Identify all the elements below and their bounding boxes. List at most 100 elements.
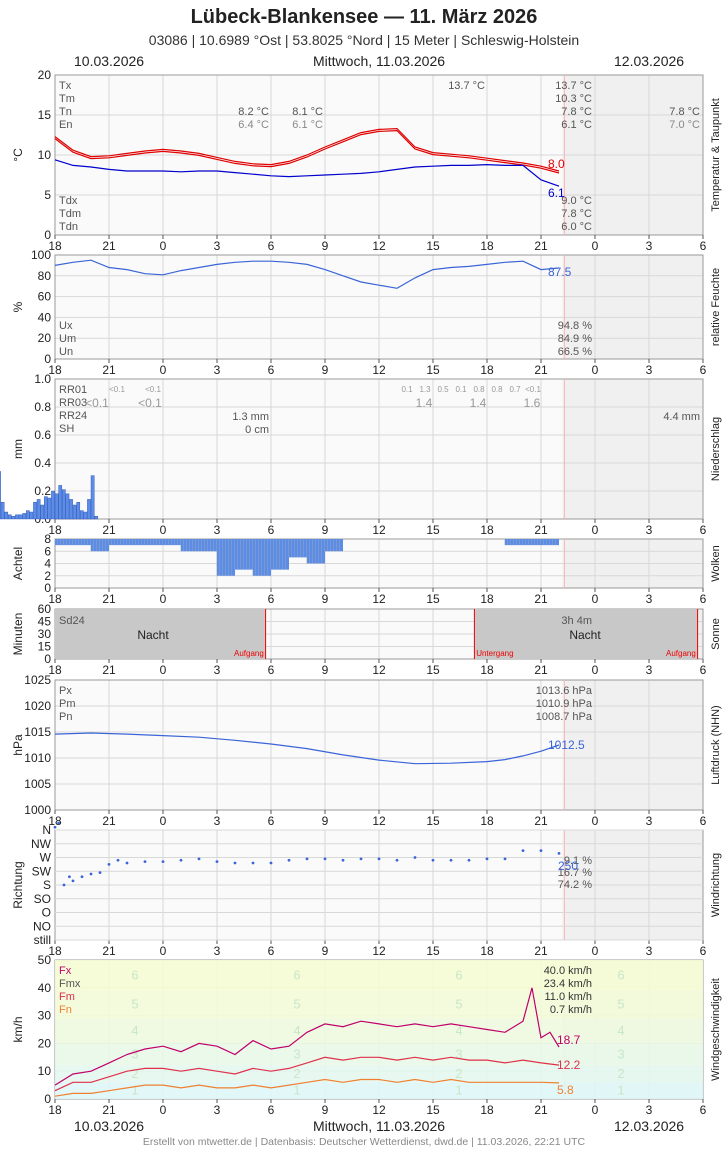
cloud-bar <box>136 539 139 546</box>
dir-stat-value: 74.2 % <box>558 879 592 891</box>
cloud-bar <box>304 539 307 558</box>
cloud-ytick: 2 <box>44 569 51 583</box>
cloud-bar <box>118 539 121 546</box>
cloud-bar <box>97 539 100 552</box>
cloud-bar <box>322 539 325 564</box>
cloud-bar <box>286 539 289 570</box>
cloud-bar <box>508 539 511 546</box>
dir-stat-value: 9.1 % <box>564 855 592 867</box>
dir-point <box>62 883 66 887</box>
cloud-bar <box>61 539 64 546</box>
cloud-bar <box>115 539 118 546</box>
rain-bar <box>94 516 99 520</box>
cloud-bar <box>172 539 175 546</box>
hum-ytick: 60 <box>38 290 52 304</box>
hum-xtick: 3 <box>646 363 653 377</box>
dir-point <box>179 858 183 862</box>
dir-stat-value: 16.7 % <box>558 867 592 879</box>
wind-beaufort-band <box>55 1043 703 1066</box>
dew-stat-label: Tdx <box>59 195 78 207</box>
humidity-line <box>54 259 560 289</box>
dir-point <box>287 858 291 862</box>
hum-ytick: 80 <box>38 269 52 283</box>
temp-xtick: 0 <box>592 239 599 253</box>
rain-rr03-value: 1.4 <box>470 396 487 410</box>
date-left: 10.03.2026 <box>74 53 145 69</box>
cloud-bar <box>79 539 82 546</box>
rain-stat-label: RR03 <box>59 397 87 409</box>
cloud-bar <box>139 539 142 546</box>
cloud-bar <box>325 539 328 552</box>
sun-xtick: 6 <box>268 663 275 677</box>
sun-ylabel: Minuten <box>11 613 25 656</box>
cloud-bar <box>244 539 247 570</box>
sun-sd24-value: 3h 4m <box>561 615 592 627</box>
hum-xtick: 9 <box>322 363 329 377</box>
rain-ylabel: mm <box>11 439 25 459</box>
wind-ytick: 50 <box>38 953 52 967</box>
hum-stat-label: Ux <box>59 320 73 332</box>
rain-bar <box>7 514 12 520</box>
cloud-bar <box>550 539 553 546</box>
cloud-bar <box>109 539 112 546</box>
cloud-bar <box>76 539 79 546</box>
cloud-bar <box>529 539 532 546</box>
rain-bar <box>83 511 88 520</box>
temp-stat-label: Tx <box>59 80 72 92</box>
temp-xtick: 12 <box>372 239 386 253</box>
cloud-bar <box>262 539 265 576</box>
rain-xtick: 3 <box>646 523 653 537</box>
temp-stat-label: En <box>59 119 72 131</box>
rain-rr24-next: 4.4 mm <box>663 411 700 423</box>
dir-point <box>68 875 71 879</box>
cloud-bar <box>103 539 106 552</box>
hum-stat-value: 94.8 % <box>558 320 592 332</box>
rain-bar <box>0 502 5 520</box>
press-xtick: 3 <box>646 814 653 828</box>
cloud-bar <box>208 539 211 552</box>
hum-rlabel: relative Feuchte <box>710 268 722 346</box>
wind-xtick: 6 <box>700 1103 707 1117</box>
wind-last-fn: 5.8 <box>557 1083 574 1097</box>
rain-ytick: 1.0 <box>34 372 51 386</box>
press-xtick: 0 <box>160 814 167 828</box>
wind-rlabel: Windgeschwindigkeit <box>710 978 722 1081</box>
sun-sunrise-label: Aufgang <box>234 649 264 658</box>
rain-xtick: 15 <box>426 523 440 537</box>
cloud-bar <box>178 539 181 546</box>
cloud-bar <box>238 539 241 570</box>
cloud-xtick: 9 <box>322 592 329 606</box>
cloud-bar <box>145 539 148 546</box>
rain-rr03-value: <0.1 <box>138 396 162 410</box>
sun-sunset-label: Untergang <box>476 649 513 658</box>
rain-xtick: 21 <box>534 523 548 537</box>
temp-rlabel: Temperatur & Taupunkt <box>710 98 722 212</box>
cloud-ylabel: Achtel <box>11 547 25 580</box>
press-stat-label: Px <box>59 685 72 697</box>
cloud-ytick: 8 <box>44 532 51 546</box>
cloud-bar <box>184 539 187 552</box>
press-stat-label: Pn <box>59 711 72 723</box>
temp-xtick: 3 <box>646 239 653 253</box>
cloud-xtick: 12 <box>372 592 386 606</box>
cloud-bar <box>250 539 253 570</box>
press-xtick: 21 <box>102 814 116 828</box>
date-left-bottom: 10.03.2026 <box>74 1118 145 1134</box>
press-ylabel: hPa <box>11 734 25 756</box>
footer-credit: Erstellt von mtwetter.de | Datenbasis: D… <box>142 1136 586 1148</box>
cloud-bar <box>316 539 319 564</box>
dir-point <box>521 849 525 853</box>
dir-point <box>341 858 345 862</box>
cloud-bar <box>127 539 130 546</box>
rain-rr01-value: <0.1 <box>145 385 161 394</box>
cloud-bar <box>67 539 70 546</box>
dir-point <box>143 860 147 864</box>
cloud-bar <box>526 539 529 546</box>
cloud-rlabel: Wolken <box>710 545 722 581</box>
dir-ytick: W <box>40 851 52 865</box>
wind-beaufort-label: 3 <box>617 1047 624 1062</box>
wind-beaufort-label: 2 <box>293 1066 300 1081</box>
rain-rlabel: Niederschlag <box>710 417 722 481</box>
cloud-xtick: 3 <box>214 592 221 606</box>
cloud-xtick: 21 <box>534 592 548 606</box>
